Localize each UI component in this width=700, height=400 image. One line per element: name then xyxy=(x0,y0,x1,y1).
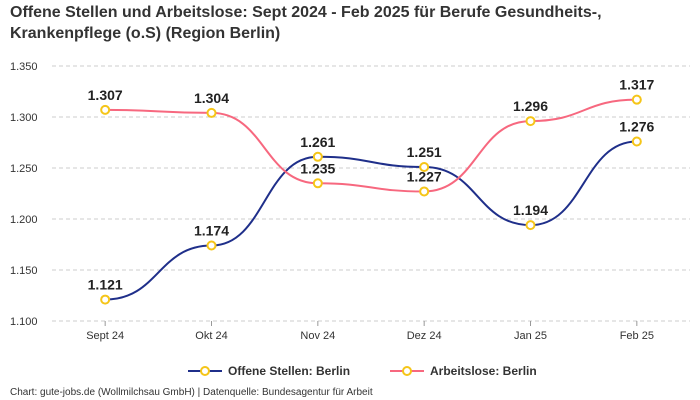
data-point xyxy=(419,186,430,197)
y-tick-label: 1.200 xyxy=(10,214,38,226)
data-point xyxy=(206,107,217,118)
y-tick-label: 1.150 xyxy=(10,265,38,277)
data-point xyxy=(631,136,642,147)
data-label: 1.304 xyxy=(194,90,229,106)
data-label: 1.235 xyxy=(300,160,335,176)
legend-marker xyxy=(402,366,412,376)
data-label: 1.261 xyxy=(300,134,335,150)
series-line-0 xyxy=(105,140,637,301)
data-label: 1.317 xyxy=(619,77,654,93)
data-point xyxy=(312,178,323,189)
y-tick-label: 1.350 xyxy=(10,61,38,73)
data-label: 1.121 xyxy=(88,277,123,293)
data-point xyxy=(525,220,536,231)
legend-marker xyxy=(200,366,210,376)
data-point xyxy=(312,151,323,162)
x-tick-label: Nov 24 xyxy=(300,330,335,342)
x-tick-label: Feb 25 xyxy=(620,330,654,342)
x-tick-label: Sept 24 xyxy=(86,330,124,342)
data-point xyxy=(419,161,430,172)
data-point xyxy=(206,240,217,251)
y-tick-label: 1.100 xyxy=(10,316,38,328)
data-label: 1.296 xyxy=(513,98,548,114)
series-line-1 xyxy=(105,98,637,193)
source-footer: Chart: gute-jobs.de (Wollmilchsau GmbH) … xyxy=(10,387,373,398)
x-tick-label: Okt 24 xyxy=(195,330,227,342)
legend-label: Arbeitslose: Berlin xyxy=(430,364,537,378)
data-label: 1.276 xyxy=(619,118,654,134)
data-label: 1.227 xyxy=(407,168,442,184)
data-label: 1.307 xyxy=(88,87,123,103)
x-tick-label: Jan 25 xyxy=(514,330,547,342)
data-point xyxy=(100,104,111,115)
data-point xyxy=(100,294,111,305)
data-label: 1.174 xyxy=(194,223,229,239)
legend-label: Offene Stellen: Berlin xyxy=(228,364,350,378)
data-label: 1.251 xyxy=(407,144,442,160)
y-tick-label: 1.250 xyxy=(10,163,38,175)
data-point xyxy=(631,94,642,105)
chart-title: Offene Stellen und Arbeitslose: Sept 202… xyxy=(10,4,602,42)
y-tick-label: 1.300 xyxy=(10,112,38,124)
data-label: 1.194 xyxy=(513,202,548,218)
data-point xyxy=(525,116,536,127)
x-tick-label: Dez 24 xyxy=(407,330,442,342)
